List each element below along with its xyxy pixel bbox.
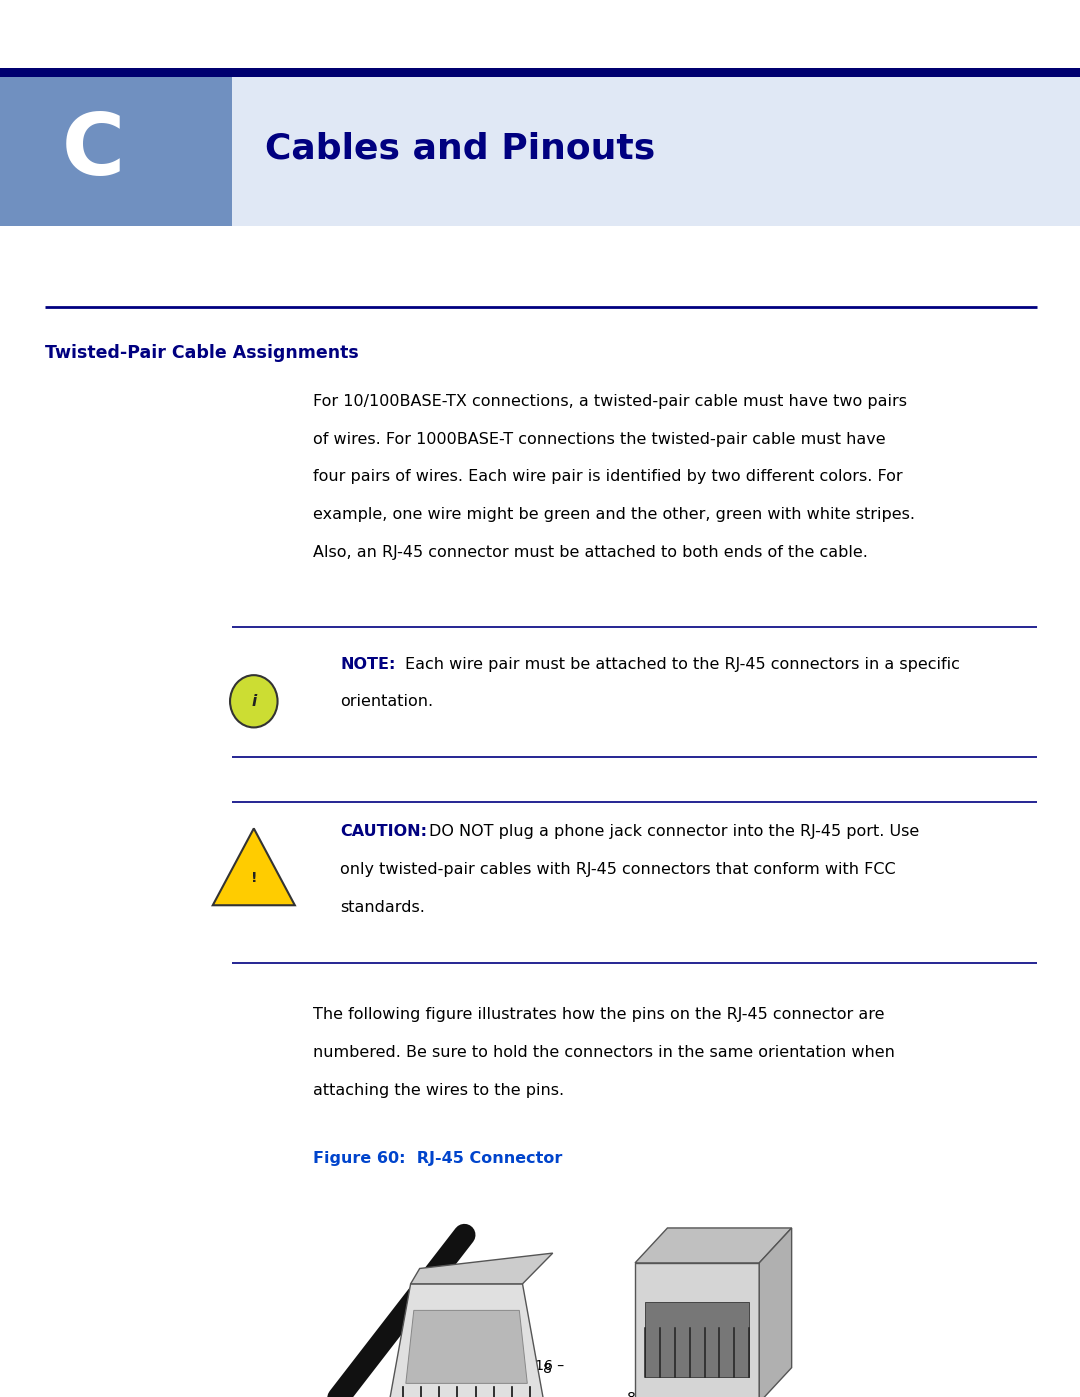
Polygon shape xyxy=(213,828,295,905)
Polygon shape xyxy=(635,1228,792,1263)
Text: only twisted-pair cables with RJ-45 connectors that conform with FCC: only twisted-pair cables with RJ-45 conn… xyxy=(340,862,895,877)
Bar xyxy=(635,1263,759,1397)
Polygon shape xyxy=(759,1228,792,1397)
Text: – 116 –: – 116 – xyxy=(515,1359,565,1373)
Text: CAUTION:: CAUTION: xyxy=(340,824,428,840)
Text: NOTE:: NOTE: xyxy=(340,657,395,672)
Ellipse shape xyxy=(230,675,278,728)
Polygon shape xyxy=(410,1253,553,1284)
Text: of wires. For 1000BASE-T connections the twisted-pair cable must have: of wires. For 1000BASE-T connections the… xyxy=(313,432,886,447)
Bar xyxy=(0,77,232,226)
Text: Twisted-Pair Cable Assignments: Twisted-Pair Cable Assignments xyxy=(45,344,360,362)
Text: 8: 8 xyxy=(627,1391,636,1397)
Text: attaching the wires to the pins.: attaching the wires to the pins. xyxy=(313,1083,565,1098)
Text: Each wire pair must be attached to the RJ-45 connectors in a specific: Each wire pair must be attached to the R… xyxy=(405,657,960,672)
Text: The following figure illustrates how the pins on the RJ-45 connector are: The following figure illustrates how the… xyxy=(313,1007,885,1023)
Text: example, one wire might be green and the other, green with white stripes.: example, one wire might be green and the… xyxy=(313,507,915,522)
Polygon shape xyxy=(387,1284,546,1397)
Text: For 10/100BASE-TX connections, a twisted-pair cable must have two pairs: For 10/100BASE-TX connections, a twisted… xyxy=(313,394,907,409)
Text: DO NOT plug a phone jack connector into the RJ-45 port. Use: DO NOT plug a phone jack connector into … xyxy=(429,824,919,840)
Text: orientation.: orientation. xyxy=(340,694,433,710)
Text: four pairs of wires. Each wire pair is identified by two different colors. For: four pairs of wires. Each wire pair is i… xyxy=(313,469,903,485)
Text: Also, an RJ-45 connector must be attached to both ends of the cable.: Also, an RJ-45 connector must be attache… xyxy=(313,545,868,560)
Text: C: C xyxy=(62,110,124,193)
Text: i: i xyxy=(252,694,256,708)
Bar xyxy=(232,77,1080,226)
Text: Figure 60:  RJ-45 Connector: Figure 60: RJ-45 Connector xyxy=(313,1151,563,1166)
Text: 8: 8 xyxy=(543,1362,552,1376)
Bar xyxy=(0,68,1080,77)
Text: standards.: standards. xyxy=(340,900,426,915)
Text: numbered. Be sure to hold the connectors in the same orientation when: numbered. Be sure to hold the connectors… xyxy=(313,1045,895,1060)
Polygon shape xyxy=(406,1310,527,1383)
Text: Cables and Pinouts: Cables and Pinouts xyxy=(265,131,654,166)
Bar xyxy=(645,1302,750,1377)
Text: !: ! xyxy=(251,872,257,886)
